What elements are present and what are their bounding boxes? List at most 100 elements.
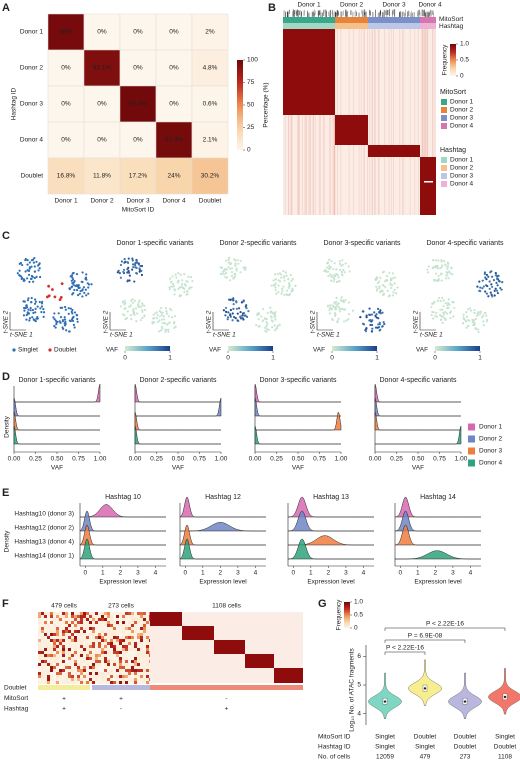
cell-point (340, 296, 343, 299)
heat-cell (95, 639, 98, 642)
heat-cell (44, 681, 47, 684)
heat-cell (74, 657, 77, 660)
x-tick-label: 2 (434, 570, 438, 577)
heat-cell (41, 675, 44, 678)
heat-cell (86, 648, 89, 651)
cell-point (130, 299, 133, 302)
heat-cell (134, 627, 137, 630)
heat-cell (59, 666, 62, 669)
cell-point (84, 277, 87, 280)
cell-point (235, 307, 239, 310)
annotation-bar (283, 17, 335, 23)
heat-cell (104, 624, 107, 627)
colorbar-tick-label: 75 (247, 79, 255, 86)
heat-cell (47, 49, 85, 87)
x-tick-label: Doublet (199, 198, 222, 205)
heat-cell (107, 615, 110, 618)
heat-cell (122, 678, 125, 681)
heat-cell (86, 654, 89, 657)
heat-cell (110, 666, 113, 669)
cell-point (476, 285, 479, 288)
cell-point (23, 279, 26, 282)
heat-cell (134, 633, 137, 636)
heat-cell (110, 663, 113, 666)
cell-point (375, 313, 378, 316)
heat-cell (59, 633, 62, 636)
dendrogram-bar (321, 12, 323, 21)
heat-cell (104, 648, 107, 651)
annotation-label: Doublet (4, 685, 27, 692)
heat-cell (65, 633, 68, 636)
cell-point (77, 284, 80, 287)
heat-cell (68, 633, 71, 636)
heat-cell (47, 630, 50, 633)
heat-cell (50, 624, 53, 627)
cell-point (132, 265, 135, 269)
heat-cell (128, 666, 131, 669)
cell-point (171, 316, 174, 319)
cell-point (129, 304, 133, 307)
colorbar-label: Frequency (442, 44, 449, 75)
legend-label: Donor 3 (450, 115, 474, 122)
heat-cell (122, 648, 125, 651)
significance-bracket (384, 639, 466, 643)
heat-cell (47, 618, 50, 621)
heat-cell (86, 651, 89, 654)
heatmap-noise (434, 29, 436, 215)
cell-point (275, 292, 278, 295)
heatmap-noise (323, 29, 325, 215)
cell-point (291, 287, 294, 290)
heat-cell (56, 615, 59, 618)
heat-cell (113, 675, 116, 678)
cell-point (232, 315, 236, 319)
cell-label: 98% (59, 29, 72, 36)
cell-point (342, 268, 345, 272)
plot-title: Donor 3-specific variants (323, 240, 401, 247)
heat-cell (110, 645, 113, 648)
cell-point (331, 318, 334, 322)
dendrogram-bar (284, 12, 286, 20)
cell-point (333, 262, 336, 265)
cell-point (78, 286, 81, 289)
cell-point (73, 288, 76, 292)
heat-cell (86, 672, 89, 675)
panel-letter: C (2, 230, 10, 242)
cell-point (29, 306, 32, 310)
cell-point (375, 276, 378, 279)
cell-point (374, 326, 378, 329)
heat-cell (95, 630, 98, 633)
heat-cell (56, 651, 59, 654)
heat-cell (62, 669, 65, 672)
heatmap-noise (403, 29, 405, 215)
cell-point (277, 284, 280, 287)
dendrogram-bar (427, 12, 429, 21)
cell-point (330, 260, 333, 263)
cell-point (476, 328, 480, 331)
table-cell: 273 (460, 754, 471, 761)
colorbar-tick-label: 25 (247, 124, 255, 131)
cell-point (489, 291, 492, 294)
heat-cell (44, 636, 47, 639)
heat-cell (110, 660, 113, 663)
cell-point (464, 320, 468, 323)
heat-cell (107, 630, 110, 633)
cell-point (132, 313, 135, 316)
cell-point (338, 308, 341, 311)
heat-cell (119, 630, 122, 633)
heat-cell (71, 681, 74, 684)
heatmap-block (420, 157, 436, 215)
cell-point (381, 325, 384, 328)
density-ridge (374, 397, 461, 417)
x-tick-label: 1 (309, 570, 313, 577)
heat-cell (50, 639, 53, 642)
cell-point (128, 274, 131, 277)
heat-cell (116, 645, 119, 648)
heat-cell (140, 675, 143, 678)
cell-point (328, 258, 331, 261)
heat-cell (107, 651, 110, 654)
cell-point (447, 302, 450, 305)
heatmap-block (150, 612, 182, 626)
colorbar (344, 602, 350, 628)
cell-point (359, 316, 362, 319)
heat-cell (143, 657, 146, 660)
